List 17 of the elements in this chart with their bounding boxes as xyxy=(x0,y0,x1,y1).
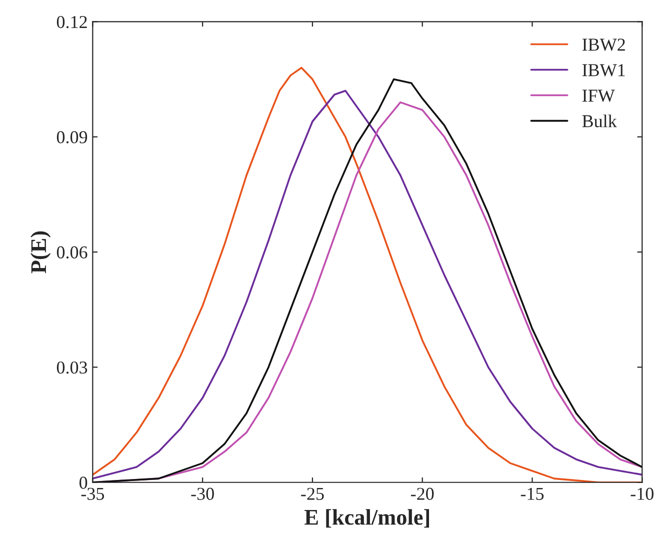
legend-label: Bulk xyxy=(582,114,617,128)
legend-label: IFW xyxy=(582,90,615,102)
legend-label: IBW1 xyxy=(582,64,625,76)
x-tick-label: -30 xyxy=(191,488,214,500)
y-axis-title: P(E) xyxy=(30,231,51,274)
x-tick-label: -25 xyxy=(301,488,324,500)
x-tick-label: -20 xyxy=(410,488,434,500)
legend-label: IBW2 xyxy=(582,38,625,51)
y-tick-label: 0.09 xyxy=(56,131,88,144)
y-tick-label: 0.06 xyxy=(56,246,88,259)
x-tick-label: -15 xyxy=(520,488,544,500)
x-tick-label: -10 xyxy=(630,488,654,500)
x-tick-label: -35 xyxy=(81,488,104,500)
y-tick-label: 0 xyxy=(79,476,88,489)
x-axis-title: E [kcal/mole] xyxy=(304,509,430,528)
y-tick-label: 0.03 xyxy=(56,361,88,374)
y-tick-label: 0.12 xyxy=(56,16,87,28)
